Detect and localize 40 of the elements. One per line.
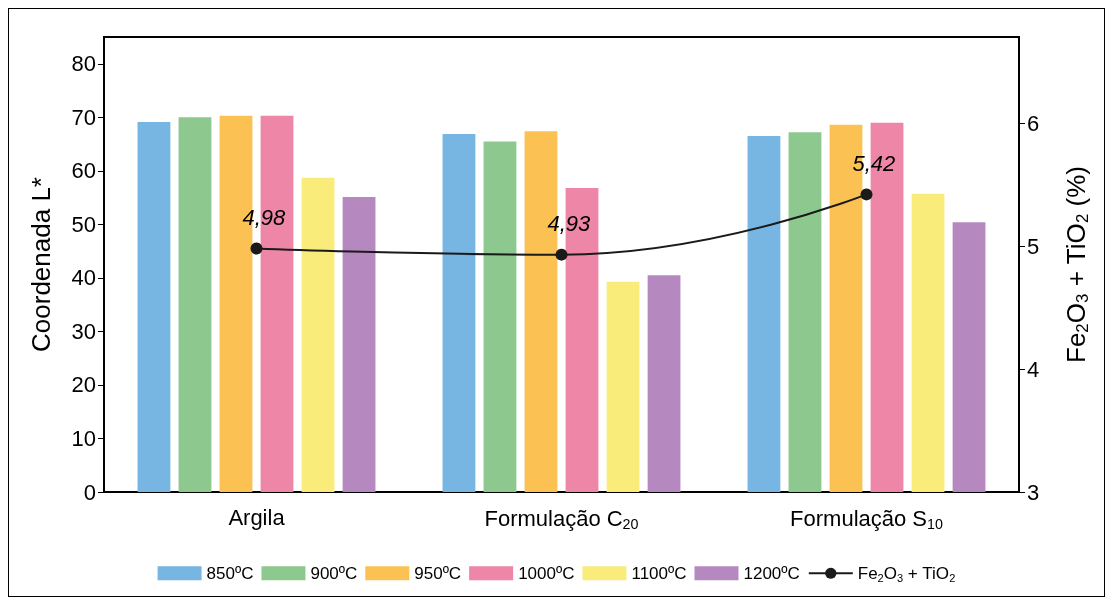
y-tick-label: 10 (71, 425, 96, 451)
x-tick-label: Argila (228, 504, 286, 530)
data-label: 5,42 (852, 150, 896, 176)
y-tick-label: 40 (71, 265, 96, 291)
bar (137, 122, 171, 492)
bar (952, 222, 986, 492)
point (250, 242, 263, 255)
legend-label: 1100ºC (631, 563, 687, 583)
point (555, 248, 568, 261)
bar (178, 117, 212, 492)
point (860, 188, 873, 201)
legend-label: 950ºC (414, 563, 462, 583)
y2-tick-label: 5 (1027, 233, 1040, 259)
y-tick-label: 50 (71, 211, 96, 237)
data-label: 4,93 (547, 211, 592, 237)
data-label: 4,98 (242, 205, 287, 231)
bar (911, 193, 945, 492)
bar (342, 197, 376, 492)
y-tick-label: 20 (71, 372, 96, 398)
legend-label: 1000ºC (518, 563, 575, 583)
y-tick-label: 70 (71, 104, 96, 130)
y-tick-label: 60 (71, 158, 96, 184)
y2-tick-label: 3 (1027, 479, 1040, 505)
y2-axis-title: Fe2O3 + TiO2 (%) (1061, 166, 1092, 363)
legend-label: 1200ºC (743, 563, 800, 583)
legend-label: 850ºC (206, 563, 254, 583)
bar (442, 133, 476, 492)
legend-label: 900ºC (310, 563, 358, 583)
y-tick-label: 30 (71, 318, 96, 344)
bar (788, 132, 822, 492)
bar (747, 136, 781, 492)
y-tick-label: 80 (71, 51, 96, 77)
bar (301, 177, 335, 492)
y2-tick-label: 4 (1027, 356, 1040, 382)
bar (647, 275, 681, 492)
y-tick-label: 0 (83, 479, 96, 505)
bar (606, 281, 640, 492)
y2-tick-label: 6 (1027, 110, 1040, 136)
y-axis-title: Coordenada L* (26, 177, 56, 352)
bar (483, 141, 517, 492)
